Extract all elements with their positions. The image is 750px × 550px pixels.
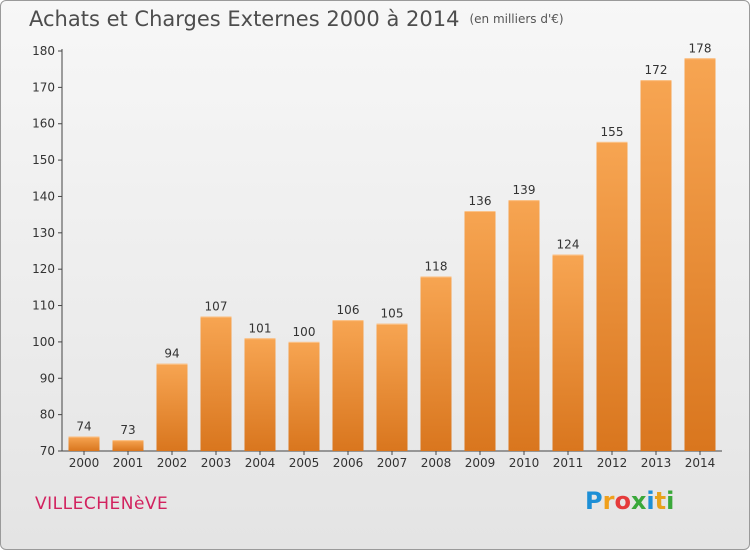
bar-value-label: 155 — [601, 125, 624, 139]
bar — [464, 211, 496, 451]
bar — [376, 323, 408, 451]
chart-subtitle: (en milliers d'€) — [469, 12, 564, 26]
bar — [332, 320, 364, 451]
bar-value-label: 73 — [120, 423, 135, 437]
bar-value-label: 105 — [381, 307, 404, 321]
y-tick-label: 130 — [32, 226, 55, 240]
logo-letter: o — [614, 487, 631, 515]
bar-value-label: 172 — [645, 63, 668, 77]
logo-letter: t — [654, 487, 667, 515]
bar-value-label: 106 — [337, 303, 360, 317]
bar-value-label: 100 — [293, 325, 316, 339]
bar-value-label: 118 — [425, 259, 448, 273]
bar — [156, 363, 188, 451]
x-tick-label: 2005 — [289, 456, 320, 470]
y-tick-label: 100 — [32, 335, 55, 349]
x-tick-label: 2006 — [333, 456, 364, 470]
bar — [596, 141, 628, 451]
y-tick-label: 150 — [32, 153, 55, 167]
x-tick-label: 2002 — [157, 456, 188, 470]
bar — [508, 200, 540, 451]
y-tick-label: 180 — [32, 44, 55, 58]
y-tick-label: 140 — [32, 189, 55, 203]
bar-value-label: 101 — [249, 321, 272, 335]
bar — [552, 254, 584, 451]
logo-letter: r — [602, 487, 615, 515]
bar — [640, 80, 672, 451]
bar-value-label: 107 — [205, 299, 228, 313]
title-text: Achats et Charges Externes 2000 à 2014 — [29, 7, 460, 31]
bar-value-label: 94 — [164, 347, 179, 361]
logo-letter: i — [646, 487, 655, 515]
chart-title: Achats et Charges Externes 2000 à 2014 (e… — [29, 7, 564, 31]
y-tick-label: 120 — [32, 262, 55, 276]
x-tick-label: 2011 — [553, 456, 584, 470]
bar — [288, 341, 320, 451]
bar-value-label: 74 — [76, 419, 91, 433]
x-tick-label: 2012 — [597, 456, 628, 470]
bar-value-label: 178 — [689, 41, 712, 55]
bar — [68, 436, 100, 451]
bar-value-label: 136 — [469, 194, 492, 208]
y-tick-label: 90 — [40, 371, 55, 385]
bar — [200, 316, 232, 451]
logo-letter: i — [666, 487, 675, 515]
x-tick-label: 2000 — [69, 456, 100, 470]
bar — [684, 58, 716, 451]
x-tick-label: 2001 — [113, 456, 144, 470]
y-tick-label: 110 — [32, 299, 55, 313]
x-tick-label: 2004 — [245, 456, 276, 470]
x-tick-label: 2003 — [201, 456, 232, 470]
place-name: VILLECHENèVE — [35, 494, 169, 514]
logo-letter: x — [630, 487, 647, 515]
x-tick-label: 2013 — [641, 456, 672, 470]
x-tick-label: 2009 — [465, 456, 496, 470]
y-tick-label: 80 — [40, 408, 55, 422]
bar — [420, 276, 452, 451]
x-tick-label: 2014 — [685, 456, 716, 470]
bar — [112, 440, 144, 451]
bar-value-label: 124 — [557, 238, 580, 252]
bar-value-label: 139 — [513, 183, 536, 197]
x-tick-label: 2007 — [377, 456, 408, 470]
x-tick-label: 2010 — [509, 456, 540, 470]
y-tick-label: 160 — [32, 117, 55, 131]
bar — [244, 338, 276, 451]
y-tick-label: 170 — [32, 80, 55, 94]
y-tick-label: 70 — [40, 444, 55, 458]
proxiti-logo: Proxiti — [585, 487, 674, 515]
logo-letter: P — [585, 487, 603, 515]
x-tick-label: 2008 — [421, 456, 452, 470]
